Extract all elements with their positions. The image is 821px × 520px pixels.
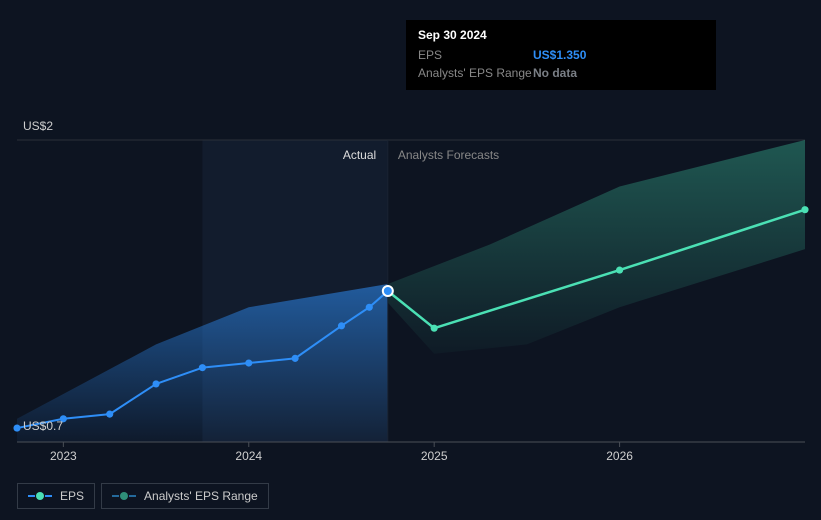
- legend-label: Analysts' EPS Range: [144, 489, 258, 503]
- tooltip-row-label: Analysts' EPS Range: [418, 66, 533, 80]
- tooltip-row-label: EPS: [418, 48, 533, 62]
- svg-text:2026: 2026: [606, 449, 633, 463]
- legend-item-eps[interactable]: EPS: [17, 483, 95, 509]
- region-label-forecast: Analysts Forecasts: [398, 148, 499, 162]
- svg-text:2023: 2023: [50, 449, 77, 463]
- svg-text:US$0.7: US$0.7: [23, 419, 63, 433]
- svg-text:US$2: US$2: [23, 119, 53, 133]
- tooltip-row-range: Analysts' EPS Range No data: [418, 64, 704, 82]
- svg-text:2024: 2024: [235, 449, 262, 463]
- tooltip-date: Sep 30 2024: [418, 28, 704, 42]
- legend-label: EPS: [60, 489, 84, 503]
- svg-text:2025: 2025: [421, 449, 448, 463]
- legend-item-range[interactable]: Analysts' EPS Range: [101, 483, 269, 509]
- tooltip-row-value: No data: [533, 66, 577, 80]
- legend: EPS Analysts' EPS Range: [17, 483, 269, 509]
- tooltip-row-eps: EPS US$1.350: [418, 46, 704, 64]
- legend-swatch-icon: [28, 492, 52, 500]
- legend-swatch-icon: [112, 492, 136, 500]
- tooltip-row-value: US$1.350: [533, 48, 586, 62]
- hover-tooltip: Sep 30 2024 EPS US$1.350 Analysts' EPS R…: [406, 20, 716, 90]
- region-label-actual: Actual: [343, 148, 376, 162]
- eps-chart[interactable]: 2023 2024 2025 2026 US$0.7 US$2 Sep 30 2024 E…: [0, 0, 821, 520]
